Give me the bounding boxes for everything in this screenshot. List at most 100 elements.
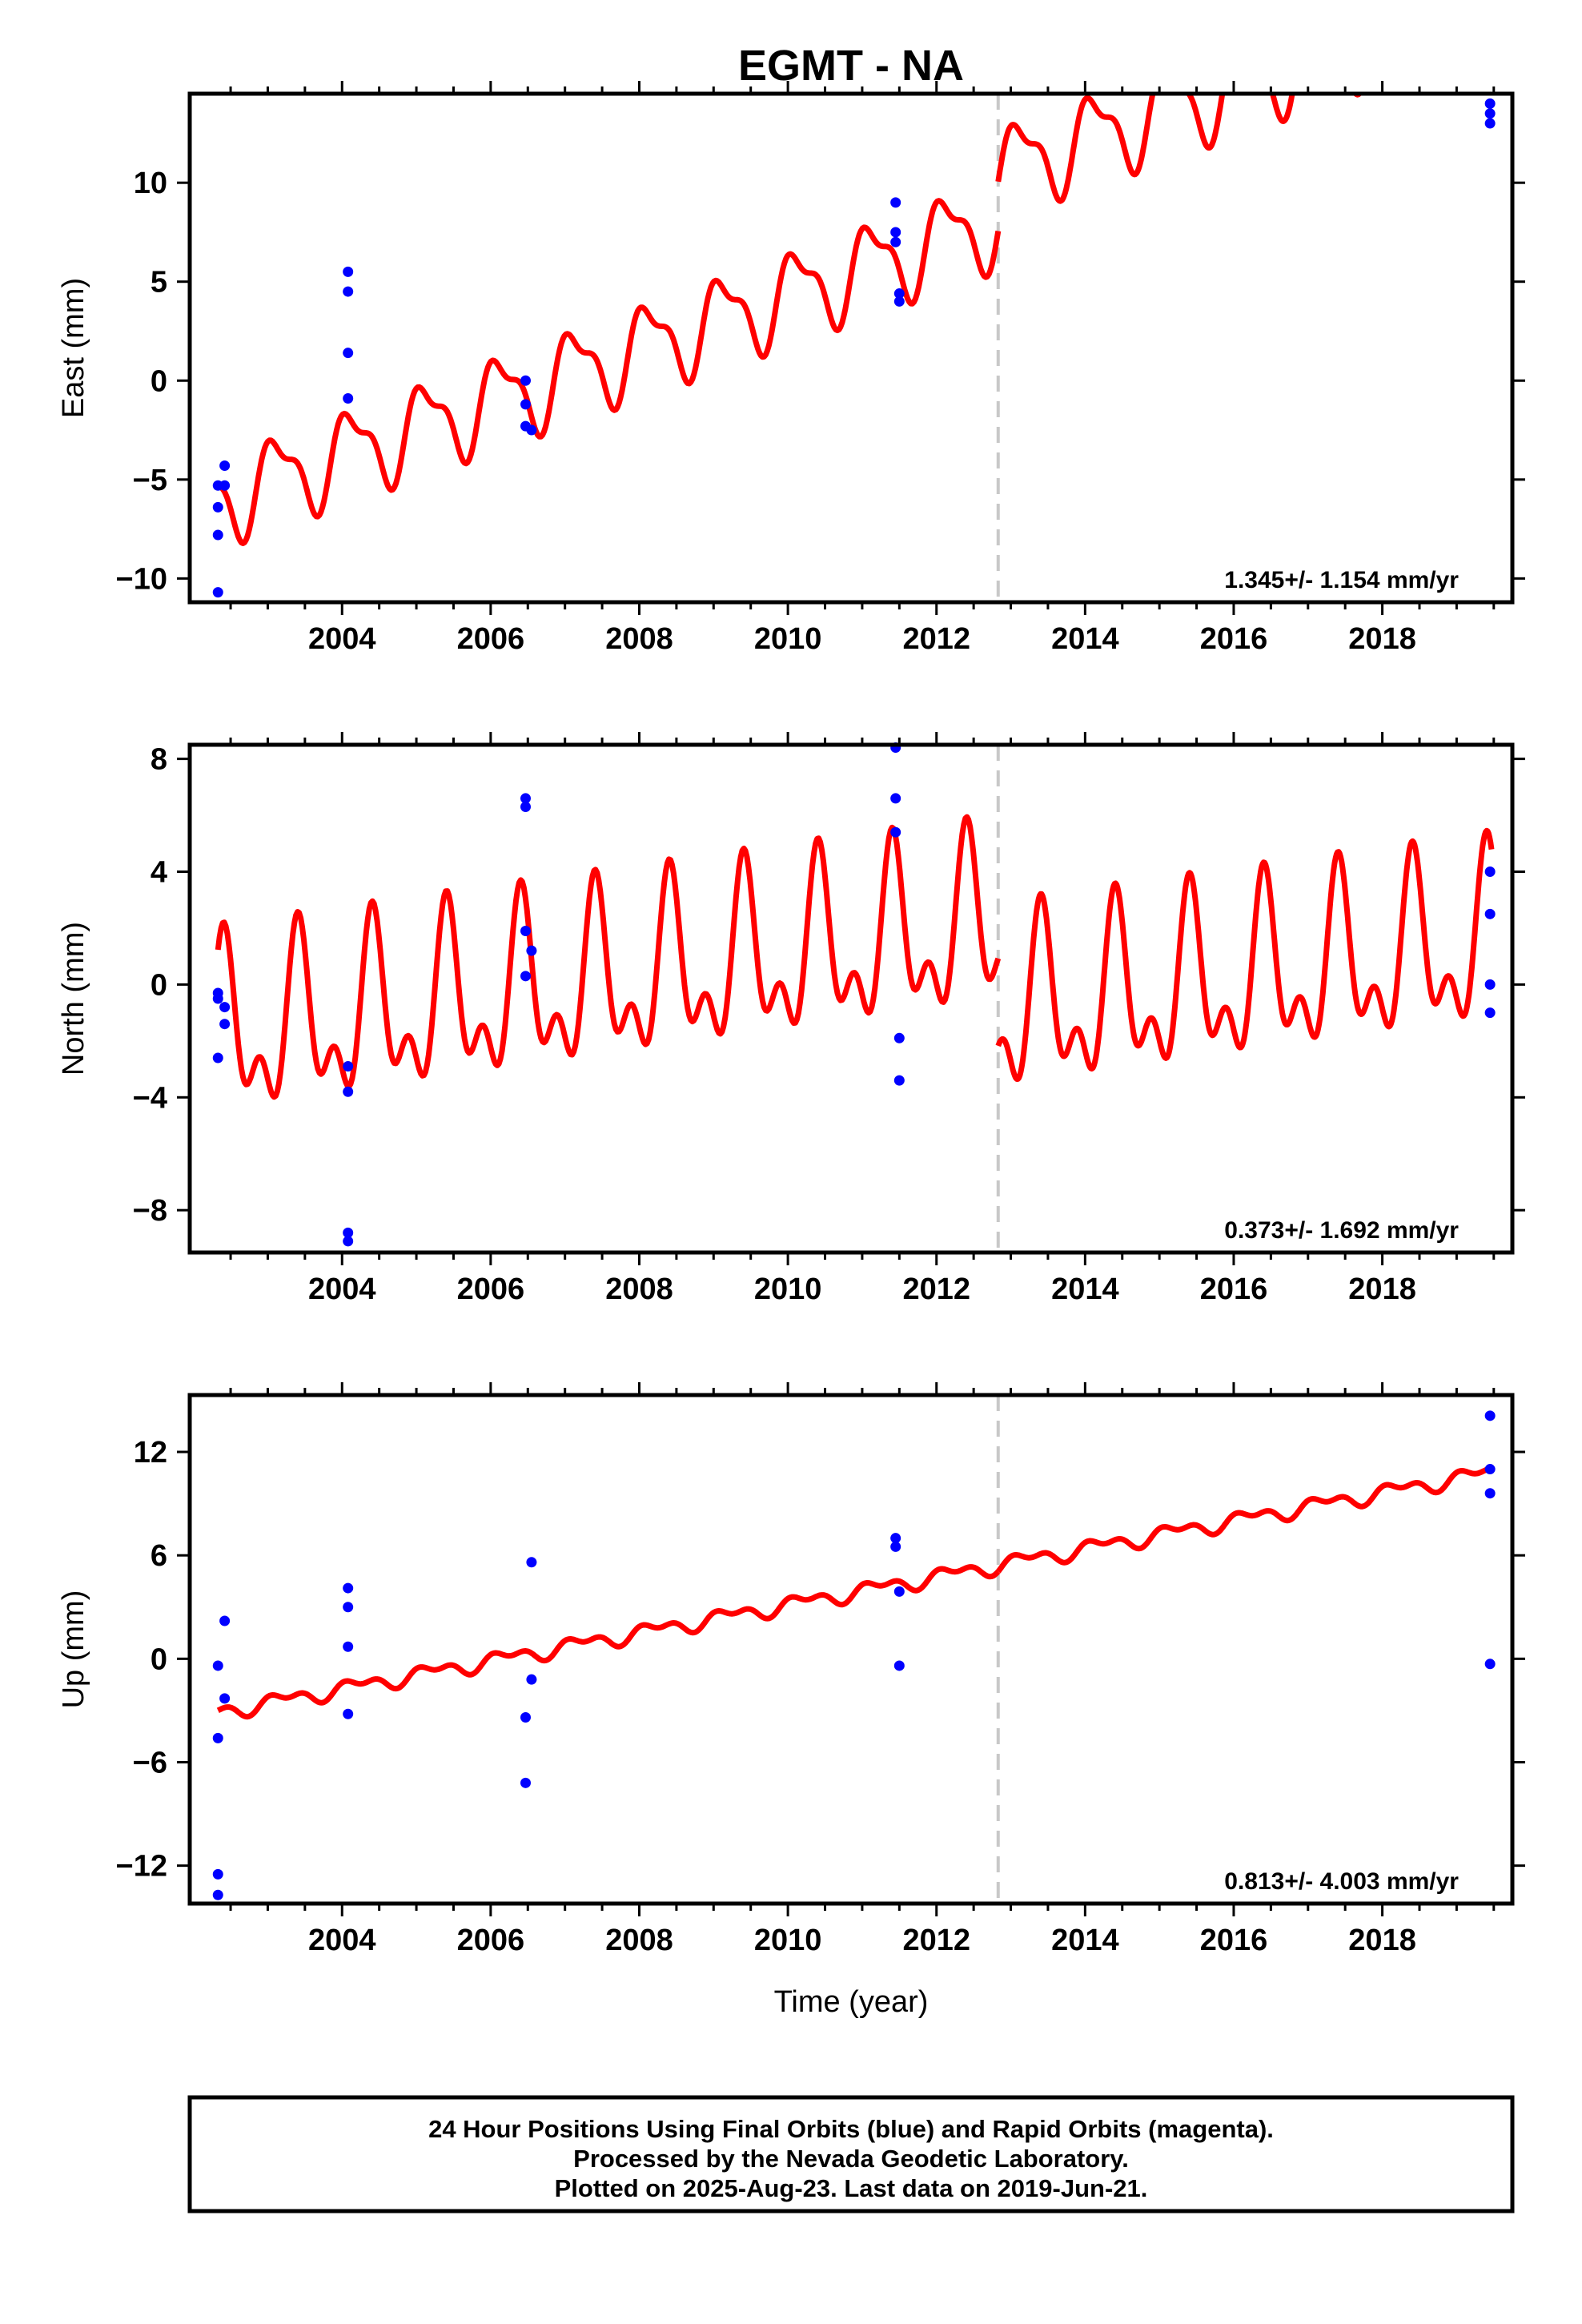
data-point	[219, 1019, 231, 1030]
data-point	[212, 1868, 223, 1880]
data-point	[890, 227, 901, 238]
data-point	[520, 793, 531, 804]
data-point	[890, 197, 901, 208]
model-curve-before-break	[215, 814, 1002, 1100]
x-tick-label: 2014	[1051, 622, 1119, 656]
data-point	[212, 1732, 223, 1743]
footer-box: 24 Hour Positions Using Final Orbits (bl…	[187, 2095, 1515, 2213]
data-point	[1484, 98, 1496, 109]
y-tick-label: 0	[151, 968, 167, 1002]
footer-line-2: Processed by the Nevada Geodetic Laborat…	[573, 2145, 1129, 2173]
model-curve-before-break	[216, 1564, 1001, 1720]
data-point	[343, 1641, 354, 1652]
y-tick-label: 10	[134, 167, 167, 200]
data-point	[890, 1533, 901, 1544]
x-tick-label: 2010	[754, 622, 822, 656]
data-point	[1484, 118, 1496, 129]
data-point	[520, 399, 531, 410]
data-point	[343, 1236, 354, 1247]
x-tick-label: 2016	[1200, 1924, 1268, 1957]
x-tick-label: 2010	[754, 1273, 822, 1306]
x-tick-label: 2006	[457, 1273, 525, 1306]
data-point	[890, 236, 901, 247]
data-point	[343, 1061, 354, 1072]
panel-frame	[187, 91, 1515, 605]
east-panel: 2004 2006 2008 2010 2012 2014 2016 2018 −10 −5 0 5 1…	[57, 81, 1525, 656]
model-curve-before-break	[216, 198, 1002, 546]
model-curve-after-break	[995, 827, 1495, 1082]
data-point	[526, 945, 537, 956]
data-point	[219, 1693, 231, 1704]
x-tick-label: 2014	[1051, 1273, 1119, 1306]
data-point	[1484, 979, 1496, 990]
y-tick-label: −4	[133, 1081, 167, 1115]
y-tick-label: −5	[133, 464, 167, 497]
data-point	[212, 529, 223, 541]
data-point	[520, 375, 531, 386]
data-point	[893, 1075, 905, 1086]
x-tick-label: 2006	[457, 1924, 525, 1957]
panel-frame	[187, 1393, 1515, 1906]
data-point	[1484, 908, 1496, 919]
x-tick-label: 2006	[457, 622, 525, 656]
y-tick-label: 4	[151, 856, 167, 890]
y-tick-label: −8	[133, 1194, 167, 1228]
x-tick-label: 2004	[308, 622, 376, 656]
data-point	[526, 424, 537, 436]
y-tick-label: 0	[151, 364, 167, 398]
data-point	[526, 1674, 537, 1685]
data-point	[893, 296, 905, 307]
data-point	[520, 925, 531, 936]
y-tick-label: −12	[116, 1850, 167, 1884]
x-tick-label: 2016	[1200, 1273, 1268, 1306]
y-tick-label: −6	[133, 1746, 167, 1779]
data-point	[212, 1889, 223, 1900]
footer-line-3: Plotted on 2025-Aug-23. Last data on 201…	[555, 2174, 1148, 2202]
data-point	[890, 793, 901, 804]
data-point	[212, 501, 223, 513]
x-tick-label: 2008	[605, 622, 673, 656]
data-point	[219, 480, 231, 491]
data-point	[1484, 1007, 1496, 1019]
data-point	[890, 826, 901, 838]
data-point	[1484, 1464, 1496, 1475]
data-point	[1484, 1659, 1496, 1670]
x-tick-label: 2010	[754, 1924, 822, 1957]
rate-label: 0.373+/- 1.692 mm/yr	[1224, 1217, 1459, 1244]
data-point	[893, 1032, 905, 1043]
x-tick-label: 2008	[605, 1273, 673, 1306]
rate-label: 0.813+/- 4.003 mm/yr	[1224, 1868, 1459, 1895]
data-point	[1484, 1410, 1496, 1421]
data-point	[520, 1712, 531, 1723]
rate-label: 1.345+/- 1.154 mm/yr	[1224, 567, 1459, 593]
x-tick-label: 2012	[902, 622, 970, 656]
y-axis-label: North (mm)	[57, 922, 90, 1076]
data-point	[219, 1002, 231, 1013]
data-point	[893, 1586, 905, 1597]
y-tick-label: 12	[134, 1436, 167, 1470]
data-point	[343, 1602, 354, 1613]
data-point	[1484, 1488, 1496, 1499]
x-tick-label: 2012	[902, 1924, 970, 1957]
data-point	[343, 393, 354, 404]
data-point	[526, 1557, 537, 1568]
data-point	[520, 1777, 531, 1788]
data-point	[343, 1086, 354, 1097]
data-point	[520, 801, 531, 812]
y-tick-label: −10	[116, 562, 167, 596]
y-tick-label: 8	[151, 743, 167, 777]
data-point	[890, 1541, 901, 1552]
data-point	[1484, 866, 1496, 877]
x-tick-label: 2018	[1348, 1924, 1416, 1957]
y-tick-label: 6	[151, 1539, 167, 1573]
data-point	[219, 1615, 231, 1626]
x-tick-label: 2004	[308, 1924, 376, 1957]
data-point	[212, 1660, 223, 1671]
model-curve-after-break	[995, 94, 1363, 204]
data-point	[212, 1052, 223, 1063]
y-tick-label: 5	[151, 266, 167, 300]
x-tick-label: 2004	[308, 1273, 376, 1306]
data-point	[343, 1708, 354, 1719]
x-tick-label: 2008	[605, 1924, 673, 1957]
